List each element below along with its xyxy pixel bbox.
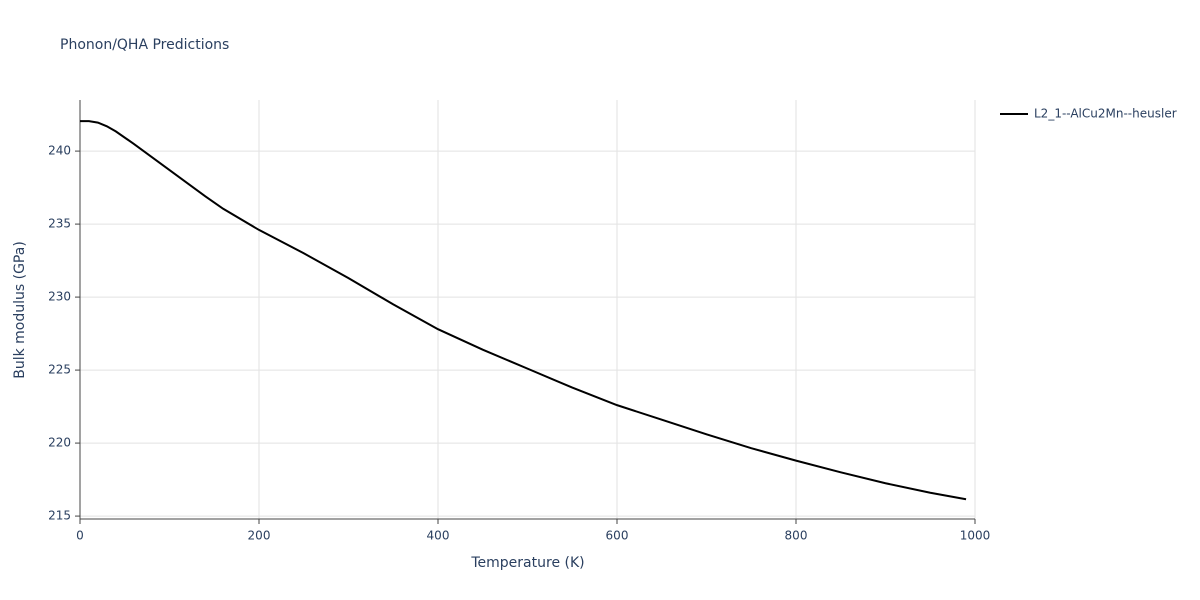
x-tick-label: 400 [427, 529, 450, 543]
y-tick-label: 240 [48, 144, 71, 158]
x-tick-label: 1000 [960, 529, 991, 543]
x-axis-label: Temperature (K) [470, 555, 584, 571]
x-tick-label: 200 [248, 529, 271, 543]
x-tick-label: 600 [606, 529, 629, 543]
y-tick-label: 215 [48, 509, 71, 523]
y-tick-label: 220 [48, 436, 71, 450]
data-line [80, 120, 967, 501]
x-tick-label: 800 [785, 529, 808, 543]
y-tick-label: 230 [48, 290, 71, 304]
y-axis-label: Bulk modulus (GPa) [12, 241, 28, 379]
chart-title: Phonon/QHA Predictions [60, 37, 229, 53]
legend-label: L2_1--AlCu2Mn--heusler [1034, 107, 1177, 121]
x-tick-label: 0 [76, 529, 84, 543]
y-tick-label: 225 [48, 363, 71, 377]
y-tick-label: 235 [48, 217, 71, 231]
